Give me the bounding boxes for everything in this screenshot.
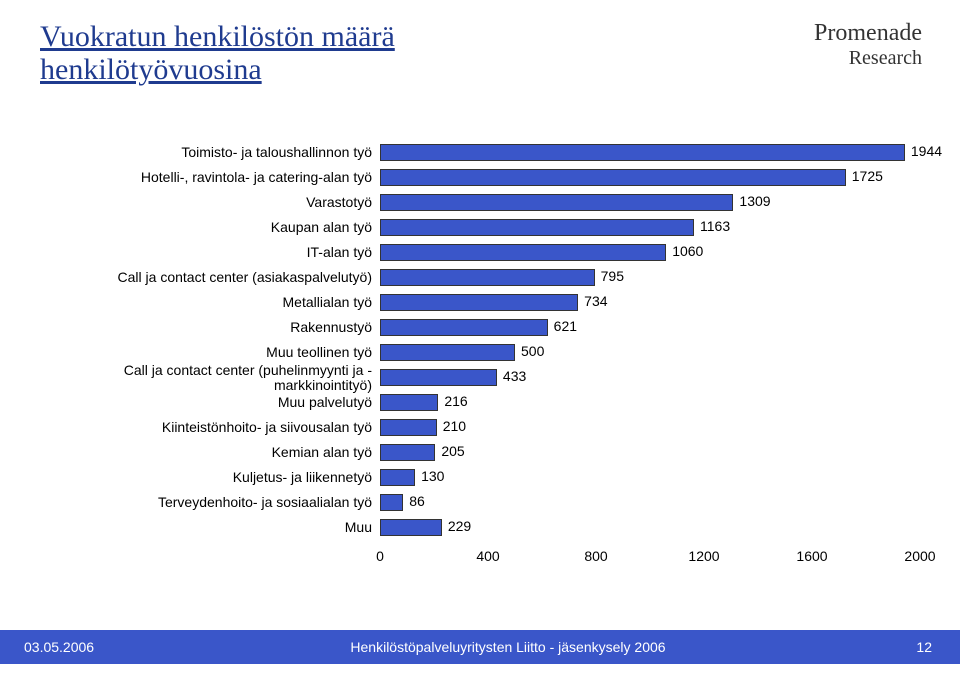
bar-cell: 795 <box>380 265 920 290</box>
bar <box>380 519 442 536</box>
bar-label: Kiinteistönhoito- ja siivousalan työ <box>40 420 380 435</box>
chart-row: Terveydenhoito- ja sosiaalialan työ 86 <box>40 490 920 515</box>
bar-value: 205 <box>441 443 464 459</box>
chart-row: Kaupan alan työ 1163 <box>40 215 920 240</box>
bar-label: Call ja contact center (asiakaspalveluty… <box>40 270 380 285</box>
footer-center: Henkilöstöpalveluyritysten Liitto - jäse… <box>144 639 872 655</box>
bar-value: 130 <box>421 468 444 484</box>
bar <box>380 269 595 286</box>
chart-row: Rakennustyö 621 <box>40 315 920 340</box>
bar-label: Muu <box>40 520 380 535</box>
chart-title: Vuokratun henkilöstön määrä henkilötyövu… <box>40 20 395 86</box>
bar-cell: 1163 <box>380 215 920 240</box>
bar-label: Hotelli-, ravintola- ja catering-alan ty… <box>40 170 380 185</box>
bar-cell: 621 <box>380 315 920 340</box>
bar-chart: Toimisto- ja taloushallinnon työ1944Hote… <box>40 140 920 580</box>
bar-cell: 205 <box>380 440 920 465</box>
bar <box>380 194 733 211</box>
title-line-2: henkilötyövuosina <box>40 53 395 86</box>
bar-value: 500 <box>521 343 544 359</box>
bar <box>380 144 905 161</box>
bar-value: 229 <box>448 518 471 534</box>
bar-cell: 1725 <box>380 165 920 190</box>
bar-cell: 216 <box>380 390 920 415</box>
chart-row: Call ja contact center (puhelinmyynti ja… <box>40 365 920 390</box>
bar <box>380 469 415 486</box>
bar <box>380 294 578 311</box>
bar-label: Call ja contact center (puhelinmyynti ja… <box>40 363 380 392</box>
chart-row: Toimisto- ja taloushallinnon työ1944 <box>40 140 920 165</box>
bar-value: 1309 <box>739 193 770 209</box>
bar <box>380 369 497 386</box>
bar-cell: 734 <box>380 290 920 315</box>
bar-cell: 1060 <box>380 240 920 265</box>
bar-cell: 210 <box>380 415 920 440</box>
bar-value: 433 <box>503 368 526 384</box>
chart-row: Metallialan työ 734 <box>40 290 920 315</box>
chart-row: Muu palvelutyö 216 <box>40 390 920 415</box>
logo-line-2: Research <box>814 47 922 70</box>
bar-label: Varastotyö <box>40 195 380 210</box>
bar-value: 1163 <box>700 218 730 234</box>
bar <box>380 169 846 186</box>
bar-label: Muu palvelutyö <box>40 395 380 410</box>
x-tick: 1200 <box>688 548 719 564</box>
x-tick: 1600 <box>796 548 827 564</box>
chart-row: Muu 229 <box>40 515 920 540</box>
bar-label: IT-alan työ <box>40 245 380 260</box>
bar-label: Kuljetus- ja liikennetyö <box>40 470 380 485</box>
title-line-1: Vuokratun henkilöstön määrä <box>40 20 395 53</box>
x-tick: 0 <box>376 548 384 564</box>
bar-cell: 229 <box>380 515 920 540</box>
bar <box>380 394 438 411</box>
bar-cell: 130 <box>380 465 920 490</box>
bar-value: 1725 <box>852 168 883 184</box>
bar-cell: 86 <box>380 490 920 515</box>
footer-bar: 03.05.2006 Henkilöstöpalveluyritysten Li… <box>0 630 960 664</box>
bar-value: 734 <box>584 293 607 309</box>
bar-label: Rakennustyö <box>40 320 380 335</box>
chart-row: Hotelli-, ravintola- ja catering-alan ty… <box>40 165 920 190</box>
bar-cell: 433 <box>380 365 920 390</box>
bar <box>380 444 435 461</box>
bar-cell: 1944 <box>380 140 920 165</box>
chart-row: Kiinteistönhoito- ja siivousalan työ 210 <box>40 415 920 440</box>
x-tick: 2000 <box>904 548 935 564</box>
chart-row: Varastotyö 1309 <box>40 190 920 215</box>
logo: Promenade Research <box>814 20 922 70</box>
bar <box>380 419 437 436</box>
bar <box>380 494 403 511</box>
bar-value: 210 <box>443 418 466 434</box>
bar-value: 1944 <box>911 143 942 159</box>
chart-row: IT-alan työ 1060 <box>40 240 920 265</box>
bar <box>380 319 548 336</box>
bar-label: Muu teollinen työ <box>40 345 380 360</box>
footer-page: 12 <box>872 639 960 655</box>
bar-cell: 1309 <box>380 190 920 215</box>
bar-label: Terveydenhoito- ja sosiaalialan työ <box>40 495 380 510</box>
footer-date: 03.05.2006 <box>0 639 144 655</box>
bar-value: 1060 <box>672 243 703 259</box>
bar-label: Toimisto- ja taloushallinnon työ <box>40 145 380 160</box>
bar <box>380 244 666 261</box>
bar-label: Kaupan alan työ <box>40 220 380 235</box>
bar-value: 621 <box>554 318 577 334</box>
x-tick: 800 <box>584 548 607 564</box>
bar <box>380 219 694 236</box>
chart-row: Call ja contact center (asiakaspalveluty… <box>40 265 920 290</box>
bar-value: 795 <box>601 268 624 284</box>
bar-value: 216 <box>444 393 467 409</box>
chart-row: Kuljetus- ja liikennetyö 130 <box>40 465 920 490</box>
bar <box>380 344 515 361</box>
x-tick: 400 <box>476 548 499 564</box>
bar-label: Kemian alan työ <box>40 445 380 460</box>
bar-label: Metallialan työ <box>40 295 380 310</box>
logo-line-1: Promenade <box>814 20 922 47</box>
bar-cell: 500 <box>380 340 920 365</box>
bar-value: 86 <box>409 493 425 509</box>
chart-row: Kemian alan työ 205 <box>40 440 920 465</box>
